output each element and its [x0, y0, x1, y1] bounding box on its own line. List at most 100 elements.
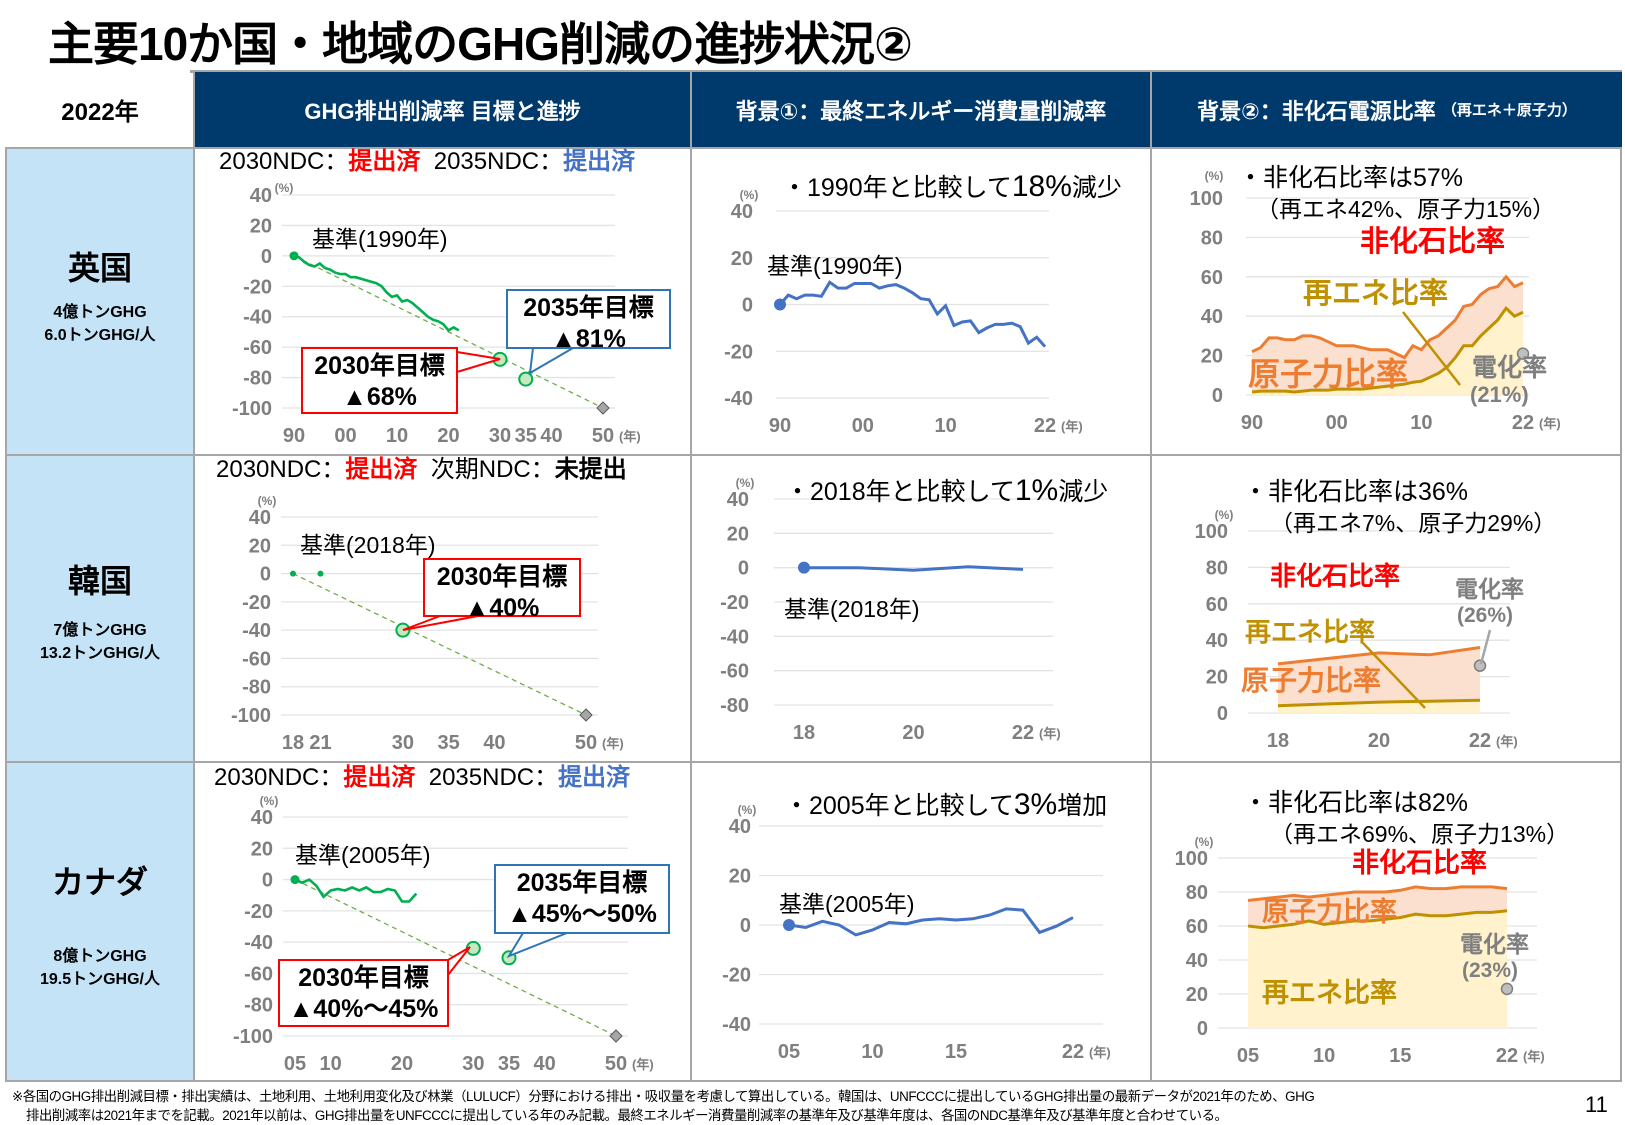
y-tick-label: -80	[720, 695, 749, 717]
renewable-label: 再エネ比率	[1303, 278, 1449, 310]
x-tick-label: 05	[284, 1053, 306, 1075]
x-tick-label: 10	[386, 425, 408, 447]
x-tick-label: 22	[1062, 1041, 1084, 1063]
renewable-label: 再エネ比率	[1245, 617, 1376, 647]
power-summary-detail: （再エネ7%、原子力29%）	[1270, 510, 1557, 536]
x-tick-label: 15	[945, 1041, 967, 1063]
x-tick-label: 22	[1512, 412, 1534, 434]
header-ghg-label: GHG排出削減率 目標と進捗	[304, 98, 581, 124]
y-tick-label: 0	[262, 870, 273, 892]
x-tick-label: 18	[793, 722, 815, 744]
x-tick-label: 22	[1034, 415, 1056, 437]
nuclear-label: 原子力比率	[1241, 665, 1382, 696]
y-tick-label: -20	[244, 901, 273, 923]
y-tick-label: -40	[724, 388, 753, 410]
y-tick-label: 40	[1201, 306, 1223, 328]
baseline-point	[783, 919, 795, 931]
x-axis-unit: (年)	[1061, 419, 1083, 434]
country-emissions: 4億トンGHG	[53, 304, 147, 321]
y-tick-label: 60	[1201, 267, 1223, 289]
y-tick-label: -60	[720, 661, 749, 683]
electrification-label: 電化率	[1472, 354, 1548, 382]
y-tick-label: 40	[727, 489, 749, 511]
y-tick-label: 20	[249, 535, 271, 557]
target-2030-box: 2030年目標 ▲40%	[423, 558, 581, 622]
x-tick-label: 22	[1496, 1045, 1518, 1067]
y-tick-label: 100	[1175, 848, 1208, 870]
header-power-note: （再エネ＋原子力）	[1441, 102, 1577, 119]
target-2035-box: 2035年目標 ▲45%～50%	[494, 864, 670, 934]
baseline-label: 基準(1990年)	[767, 253, 903, 279]
ndc-label-2035: 2035NDC：	[433, 148, 564, 175]
target-value: ▲68%	[342, 383, 417, 411]
y-tick-label: -60	[243, 337, 272, 359]
x-tick-label: 20	[902, 722, 924, 744]
electrification-point	[1473, 659, 1487, 672]
x-tick-label: 22	[1469, 730, 1491, 752]
target-2030-box: 2030年目標 ▲40%～45%	[278, 959, 449, 1027]
y-tick-label: 20	[1206, 667, 1228, 689]
country-per-capita: 19.5トンGHG/人	[39, 971, 161, 988]
endpoint-2050-marker	[609, 1029, 623, 1043]
country-emissions: 7億トンGHG	[53, 622, 147, 639]
y-tick-label: 100	[1195, 521, 1228, 543]
x-tick-label: 18	[282, 732, 304, 754]
pathway-line	[293, 255, 604, 409]
header-energy-label: 背景①：最終エネルギー消費量削減率	[735, 98, 1107, 124]
electrification-label: 電化率	[1455, 576, 1524, 602]
header-year: 2022年	[61, 99, 139, 126]
x-tick-label: 90	[283, 425, 305, 447]
x-axis-unit: (年)	[1523, 1049, 1545, 1064]
x-tick-label: 35	[438, 732, 460, 754]
renewable-area	[1278, 700, 1480, 713]
x-tick-label: 00	[852, 415, 874, 437]
nonfossil-line	[1277, 646, 1481, 666]
endpoint-2050-marker	[596, 401, 610, 415]
x-tick-label: 05	[778, 1041, 800, 1063]
x-tick-label: 15	[1389, 1045, 1411, 1067]
y-axis-unit: (%)	[738, 803, 757, 817]
renewable-label: 再エネ比率	[1262, 978, 1397, 1008]
summary-value: 3%	[1013, 788, 1058, 821]
y-tick-label: 80	[1186, 882, 1208, 904]
y-axis-unit: (%)	[1205, 169, 1224, 183]
electrification-point	[1500, 982, 1514, 996]
y-tick-label: -20	[243, 276, 272, 298]
country-name: 韓国	[67, 563, 132, 599]
renewable-area	[1252, 308, 1523, 395]
ndc-status-2035: 提出済	[563, 148, 636, 175]
x-tick-label: 20	[1368, 730, 1390, 752]
pathway-line	[294, 879, 617, 1037]
power-summary: ・非化石比率は36%	[1243, 478, 1469, 506]
nonfossil-label: 非化石比率	[1360, 226, 1506, 258]
summary-value: 1%	[1014, 474, 1059, 507]
x-tick-label: 40	[540, 425, 562, 447]
baseline-label: 基準(2018年)	[300, 532, 436, 558]
power-summary: ・非化石比率は82%	[1243, 789, 1469, 817]
power-summary-detail: （再エネ42%、原子力15%）	[1256, 196, 1556, 222]
energy-line	[778, 280, 1047, 348]
target-value: ▲45%～50%	[507, 900, 657, 928]
x-tick-label: 20	[437, 425, 459, 447]
target-title: 2030年目標	[436, 563, 568, 591]
y-tick-label: -80	[243, 368, 272, 390]
y-tick-label: 0	[1217, 703, 1228, 725]
x-tick-label: 40	[534, 1053, 556, 1075]
y-tick-label: -100	[231, 705, 271, 727]
country-per-capita: 6.0トンGHG/人	[44, 327, 156, 344]
x-tick-label: 50	[575, 732, 597, 754]
y-tick-label: 0	[1197, 1018, 1208, 1040]
y-tick-label: 0	[740, 915, 751, 937]
x-tick-label: 30	[489, 425, 511, 447]
power-summary: ・非化石比率は57%	[1238, 164, 1464, 192]
summary-text: ・2018年と比較して	[785, 478, 1015, 506]
x-tick-label: 50	[605, 1053, 627, 1075]
header-power: 背景②：非化石電源比率 （再エネ＋原子力）	[1150, 72, 1622, 147]
x-axis-unit: (年)	[632, 1057, 654, 1072]
y-tick-label: -60	[242, 648, 271, 670]
y-tick-label: 80	[1201, 227, 1223, 249]
y-tick-label: -20	[722, 965, 751, 987]
x-tick-label: 35	[498, 1053, 520, 1075]
nuclear-label: 原子力比率	[1248, 356, 1409, 392]
y-tick-label: 40	[251, 807, 273, 829]
